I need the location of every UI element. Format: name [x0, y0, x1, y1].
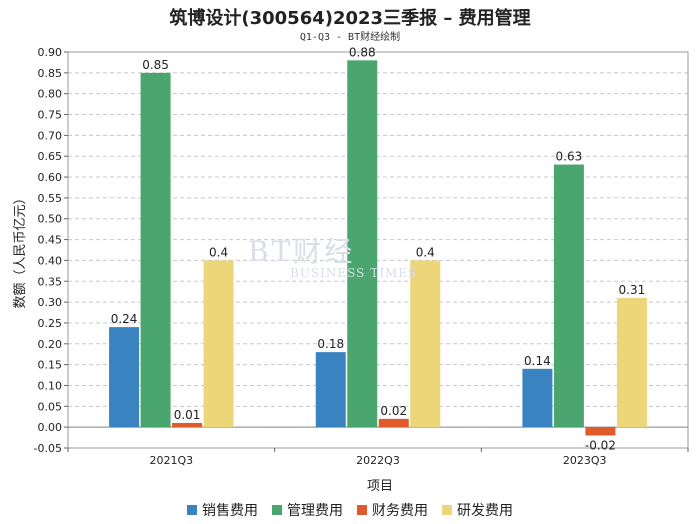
data-label: -0.02 [585, 438, 616, 452]
y-tick-label: 0.10 [38, 379, 63, 392]
y-tick-label: 0.45 [38, 234, 63, 247]
y-tick-label: 0.50 [38, 213, 63, 226]
data-label: 0.18 [317, 337, 344, 351]
data-label: 0.02 [380, 404, 407, 418]
legend-item: 销售费用 [187, 500, 258, 520]
bar [616, 297, 647, 428]
legend-label: 管理费用 [287, 503, 343, 519]
plot-frame [67, 51, 689, 449]
bar [347, 60, 378, 428]
y-tick-label: 0.15 [38, 359, 63, 372]
data-label: 0.4 [416, 245, 435, 259]
legend-item: 管理费用 [272, 500, 343, 520]
legend-label: 销售费用 [202, 503, 258, 519]
bar [410, 260, 441, 428]
legend-swatch [357, 505, 367, 515]
x-tick-label: 2021Q3 [150, 454, 194, 467]
legend-swatch [442, 505, 452, 515]
legend-swatch [187, 505, 197, 515]
legend: 销售费用 管理费用 财务费用 研发费用 [0, 500, 700, 520]
y-tick-label: 0.55 [38, 192, 63, 205]
bar [172, 422, 203, 428]
y-tick-label: 0.75 [38, 109, 63, 122]
y-tick-label: 0.20 [38, 338, 63, 351]
bar [140, 72, 171, 428]
data-label: 0.4 [209, 245, 228, 259]
y-tick-label: -0.05 [34, 442, 62, 455]
x-tick-label: 2023Q3 [563, 454, 607, 467]
y-tick-label: 0.30 [38, 296, 63, 309]
y-tick-label: 0.00 [38, 421, 63, 434]
chart-subtitle: Q1-Q3 - BT财经绘制 [299, 32, 401, 43]
data-label: 0.88 [349, 45, 376, 59]
legend-label: 研发费用 [457, 503, 513, 519]
data-label: 0.85 [142, 58, 169, 72]
y-tick-label: 0.65 [38, 150, 63, 163]
legend-item: 财务费用 [357, 500, 428, 520]
chart-title: 筑博设计(300564)2023三季报 – 费用管理 [169, 8, 531, 29]
bar [585, 427, 616, 436]
x-axis-label: 项目 [367, 479, 393, 494]
y-tick-label: 0.40 [38, 254, 63, 267]
bars [109, 60, 647, 436]
legend-item: 研发费用 [442, 500, 513, 520]
bar [109, 327, 140, 428]
axes: -0.05 0.00 0.05 0.10 0.15 0.20 0.25 0.30 0.35 0.4… [34, 46, 689, 467]
y-tick-label: 0.25 [38, 317, 63, 330]
bar [522, 368, 553, 428]
bar [378, 418, 409, 428]
data-label: 0.63 [556, 150, 583, 164]
y-tick-label: 0.35 [38, 275, 63, 288]
legend-label: 财务费用 [372, 503, 428, 519]
y-tick-label: 0.90 [38, 46, 63, 59]
y-tick-label: 0.70 [38, 129, 63, 142]
y-tick-label: 0.85 [38, 67, 63, 80]
y-tick-label: 0.05 [38, 400, 63, 413]
y-tick-label: 0.60 [38, 171, 63, 184]
x-tick-label: 2022Q3 [356, 454, 400, 467]
data-label: 0.31 [619, 283, 646, 297]
data-label: 0.24 [111, 312, 138, 326]
y-axis-label: 数额（人民币亿元） [13, 191, 28, 308]
legend-swatch [272, 505, 282, 515]
data-labels: 0.24 0.85 0.01 0.4 0.18 0.88 0.02 0.4 0.14 0.63 -0… [111, 45, 646, 452]
y-tick-label: 0.80 [38, 88, 63, 101]
bar [553, 164, 584, 428]
bar [315, 352, 346, 428]
data-label: 0.01 [174, 408, 201, 422]
bar [203, 260, 234, 428]
data-label: 0.14 [524, 354, 551, 368]
